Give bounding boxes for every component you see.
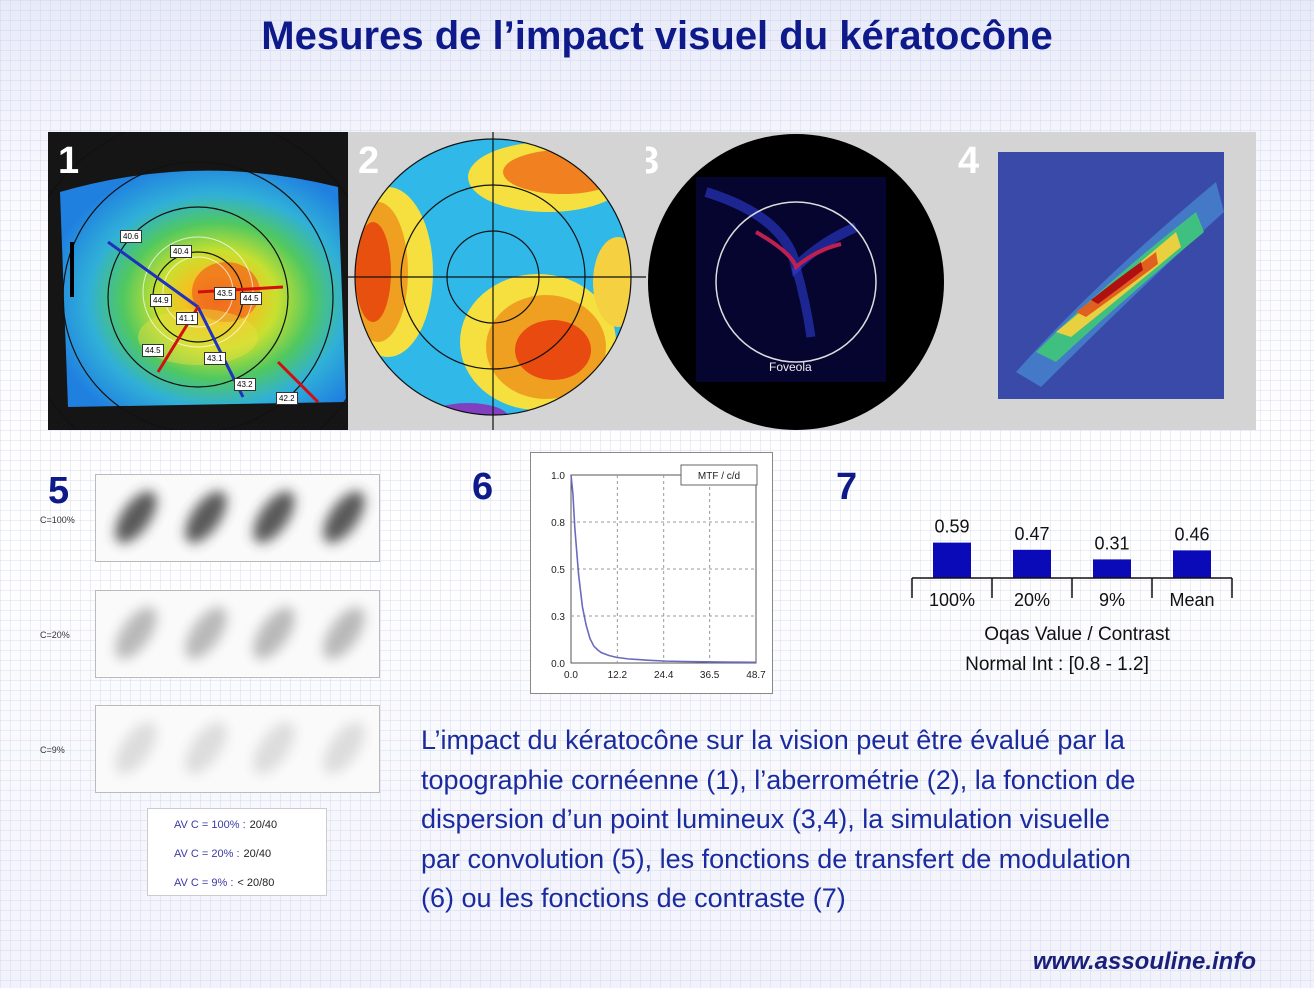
topography-image bbox=[48, 132, 348, 430]
x-tick-label: 12.2 bbox=[608, 670, 628, 681]
psf-map: Foveola 3 bbox=[646, 132, 946, 430]
visual-acuity-table: AV C = 100% :20/40 AV C = 20% :20/40 AV … bbox=[147, 808, 327, 896]
topography-value: 40.6 bbox=[120, 230, 142, 243]
website-link[interactable]: www.assouline.info bbox=[1032, 948, 1256, 975]
contrast-bar bbox=[1093, 559, 1131, 578]
x-tick-label: 24.4 bbox=[654, 670, 674, 681]
psf-image bbox=[648, 134, 944, 430]
paragraph-line: L’impact du kératocône sur la vision peu… bbox=[421, 725, 1125, 755]
simulation-row bbox=[95, 474, 380, 562]
section-number-6: 6 bbox=[472, 466, 494, 508]
acuity-row: AV C = 9% : < 20/80 bbox=[174, 877, 274, 889]
paragraph-line: dispersion d’un point lumineux (3,4), la… bbox=[421, 804, 1110, 834]
bar-value-label: 0.59 bbox=[934, 517, 969, 537]
topography-map: 40.6 40.4 43.5 44.5 44.9 41.1 44.5 43.1 … bbox=[48, 132, 348, 430]
psf-3d-image bbox=[998, 152, 1224, 399]
mtf-series-line bbox=[570, 474, 757, 664]
acuity-row: AV C = 100% :20/40 bbox=[174, 819, 277, 831]
acuity-row: AV C = 20% :20/40 bbox=[174, 848, 271, 860]
bar-category-label: 100% bbox=[929, 590, 975, 610]
acuity-key: AV C = 100% : bbox=[174, 819, 246, 831]
contrast-bar bbox=[933, 542, 971, 578]
x-tick-label: 48.7 bbox=[746, 670, 766, 681]
slide-title: Mesures de l’impact visuel du kératocône bbox=[261, 14, 1053, 58]
contrast-label: C=100% bbox=[40, 515, 75, 525]
legend-box bbox=[680, 464, 758, 486]
paragraph-line: (6) ou les fonctions de contraste (7) bbox=[421, 883, 846, 913]
topography-value: 44.9 bbox=[150, 294, 172, 307]
x-tick-label: 36.5 bbox=[700, 670, 720, 681]
contrast-label: C=9% bbox=[40, 745, 65, 755]
topography-value: 44.5 bbox=[240, 292, 262, 305]
optotype-blur bbox=[253, 722, 295, 774]
contrast-label: C=20% bbox=[40, 630, 70, 640]
mtf-chart: 0.0 12.2 24.4 36.5 48.7 0.0 0.3 0.5 0.8 1.0 MTF / … bbox=[530, 452, 773, 694]
optotype-blur bbox=[323, 607, 365, 659]
optotype-blur bbox=[253, 607, 295, 659]
acuity-value: < 20/80 bbox=[237, 877, 275, 889]
optotype-blur bbox=[115, 722, 157, 774]
y-tick-label: 0.3 bbox=[551, 612, 565, 623]
description-paragraph: L’impact du kératocône sur la vision peu… bbox=[421, 721, 1301, 919]
x-tick-label: 0.0 bbox=[564, 670, 578, 681]
topography-value: 44.5 bbox=[142, 344, 164, 357]
x-axis-label: Oqas Value / Contrast bbox=[984, 624, 1170, 645]
y-tick-label: 1.0 bbox=[551, 471, 565, 482]
optotype-blur bbox=[323, 722, 365, 774]
bar-value-label: 0.46 bbox=[1174, 524, 1209, 544]
contrast-bar bbox=[1173, 550, 1211, 578]
bar-category-label: 9% bbox=[1099, 590, 1125, 610]
y-tick-label: 0.0 bbox=[551, 659, 565, 670]
topography-value: 42.2 bbox=[276, 392, 298, 405]
paragraph-line: par convolution (5), les fonctions de tr… bbox=[421, 843, 1131, 874]
aberrometry-image bbox=[348, 132, 646, 430]
topography-value: 41.1 bbox=[176, 312, 198, 325]
contrast-bar bbox=[1013, 549, 1051, 578]
y-tick-label: 0.5 bbox=[551, 565, 565, 576]
bar-category-label: Mean bbox=[1169, 590, 1214, 610]
section-number-5: 5 bbox=[48, 470, 70, 512]
optotype-blur bbox=[185, 722, 227, 774]
topography-value: 43.1 bbox=[204, 352, 226, 365]
bar-value-label: 0.31 bbox=[1094, 533, 1129, 553]
panel-number-3: 3 bbox=[646, 140, 660, 182]
panel-number-4: 4 bbox=[958, 140, 980, 182]
acuity-value: 20/40 bbox=[243, 848, 272, 860]
paragraph-line: topographie cornéenne (1), l’aberrométri… bbox=[421, 764, 1136, 795]
contrast-chart: 0.59 100% 0.47 20% 0.31 9% 0.46 Mean Oqas Value … bbox=[900, 492, 1245, 682]
simulation-row bbox=[95, 590, 380, 678]
optotype-blur bbox=[323, 491, 365, 543]
psf-3d-map: 4 bbox=[946, 132, 1256, 430]
y-tick-label: 0.8 bbox=[551, 518, 565, 529]
optotype-blur bbox=[253, 491, 295, 543]
bar-category-label: 20% bbox=[1014, 590, 1050, 610]
acuity-key: AV C = 20% : bbox=[174, 848, 240, 860]
bar-value-label: 0.47 bbox=[1014, 524, 1049, 544]
optotype-blur bbox=[115, 491, 157, 543]
simulation-row bbox=[95, 705, 380, 793]
foveola-label: Foveola bbox=[769, 360, 812, 374]
optotype-blur bbox=[185, 491, 227, 543]
panel-number-2: 2 bbox=[358, 140, 380, 182]
acuity-key: AV C = 9% : bbox=[174, 877, 234, 889]
optotype-blur bbox=[185, 607, 227, 659]
topography-value: 43.2 bbox=[234, 378, 256, 391]
panel-number-1: 1 bbox=[58, 140, 80, 182]
normal-interval-note: Normal Int : [0.8 - 1.2] bbox=[965, 654, 1149, 675]
optotype-blur bbox=[115, 607, 157, 659]
topography-value: 43.5 bbox=[214, 287, 236, 300]
section-number-7: 7 bbox=[836, 466, 858, 508]
topography-value: 40.4 bbox=[170, 245, 192, 258]
acuity-value: 20/40 bbox=[249, 819, 278, 831]
aberrometry-map: 2 bbox=[348, 132, 646, 430]
legend-label: MTF / c/d bbox=[698, 471, 740, 482]
